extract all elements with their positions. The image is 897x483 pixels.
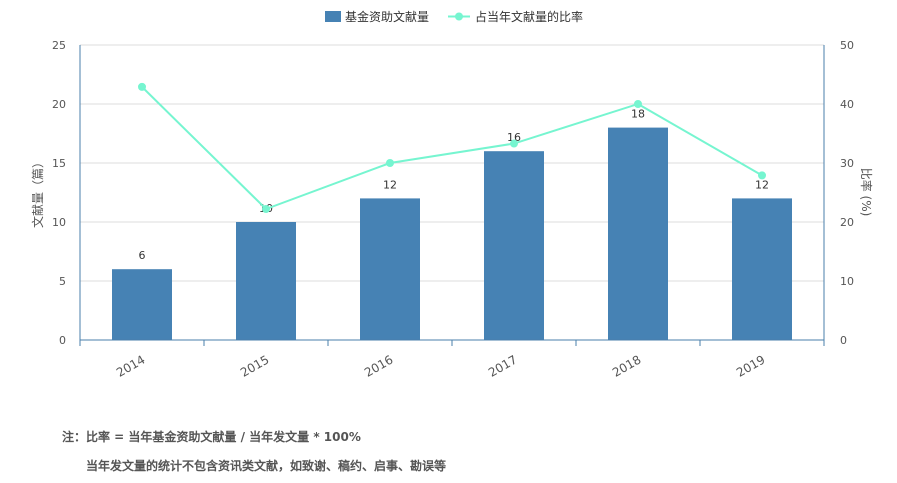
- ratio-point[interactable]: [138, 82, 146, 91]
- legend[interactable]: 基金资助文献量 占当年文献量的比率: [325, 9, 583, 24]
- y2-tick-label: 40: [840, 98, 854, 111]
- bar-value-label: 12: [755, 178, 769, 191]
- bar[interactable]: [732, 198, 792, 340]
- legend-bar-label[interactable]: 基金资助文献量: [345, 9, 429, 24]
- y2-axis-title: 比率 (%): [859, 168, 874, 217]
- footnote-line-2: 当年发文量的统计不包含资讯类文献，如致谢、稿约、启事、勘误等: [86, 459, 447, 473]
- y-tick-label: 15: [52, 157, 66, 170]
- chart: 基金资助文献量 占当年文献量的比率 0 5 10 15 20 25 0 10 20 30 40 50…: [30, 9, 874, 380]
- y2-tick-label: 50: [840, 39, 854, 52]
- footnote-line-1: 注：比率 = 当年基金资助文献量 / 当年发文量 * 100%: [62, 430, 361, 444]
- y-tick-label: 0: [59, 334, 66, 347]
- y-tick-label: 25: [52, 39, 66, 52]
- x-tick-label: 2017: [486, 352, 519, 379]
- ratio-point[interactable]: [262, 205, 270, 214]
- legend-line-marker[interactable]: [455, 12, 463, 21]
- bar-value-label: 6: [139, 249, 146, 262]
- bar-value-label: 12: [383, 178, 397, 191]
- y2-tick-label: 30: [840, 157, 854, 170]
- y-axis-title: 文献量（篇）: [30, 156, 45, 228]
- y2-tick-label: 20: [840, 216, 854, 229]
- x-tick-label: 2014: [114, 352, 147, 379]
- x-tick-label: 2016: [362, 352, 395, 379]
- bar[interactable]: [112, 269, 172, 340]
- y2-tick-label: 0: [840, 334, 847, 347]
- x-tick-label: 2015: [238, 352, 271, 379]
- bar[interactable]: [484, 151, 544, 340]
- ratio-point[interactable]: [634, 100, 642, 108]
- x-tick-label: 2019: [734, 352, 767, 379]
- ratio-point[interactable]: [758, 171, 766, 180]
- y-tick-label: 5: [59, 275, 66, 288]
- y-tick-label: 10: [52, 216, 66, 229]
- y2-tick-label: 10: [840, 275, 854, 288]
- ratio-point[interactable]: [510, 139, 518, 148]
- y-tick-label: 20: [52, 98, 66, 111]
- bar[interactable]: [608, 127, 668, 340]
- bar[interactable]: [360, 198, 420, 340]
- bar-value-label: 16: [507, 131, 521, 144]
- ratio-point[interactable]: [386, 159, 394, 167]
- bar[interactable]: [236, 222, 296, 340]
- x-tick-label: 2018: [610, 352, 643, 379]
- legend-line-label[interactable]: 占当年文献量的比率: [475, 9, 583, 24]
- ratio-line: [141, 86, 763, 211]
- legend-bar-swatch[interactable]: [325, 11, 341, 22]
- bar-value-label: 18: [631, 108, 645, 121]
